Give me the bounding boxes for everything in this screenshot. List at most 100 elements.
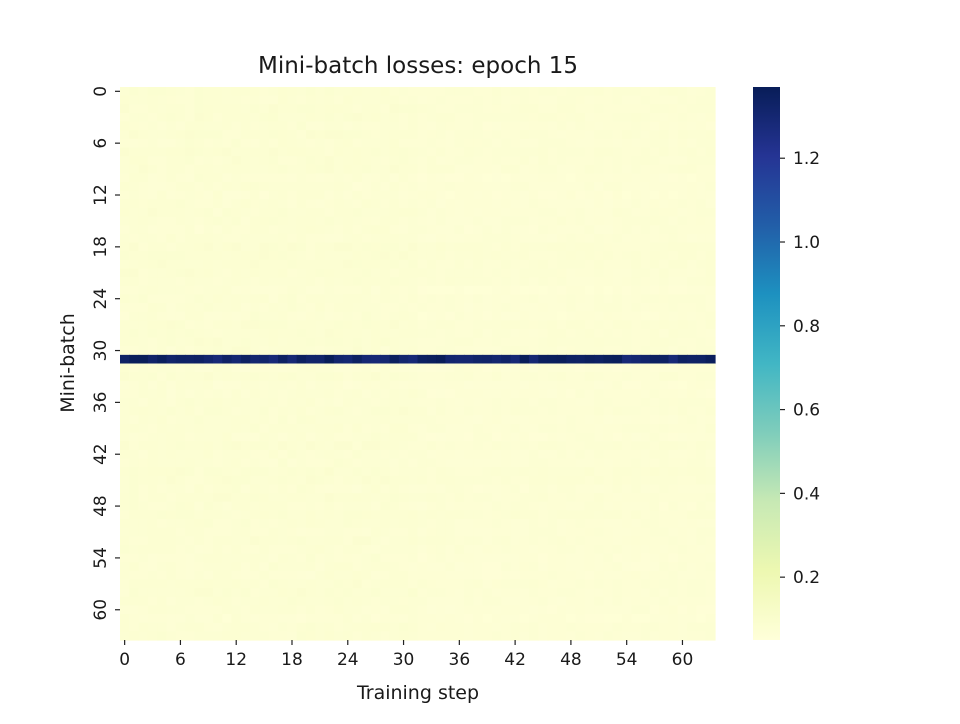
heatmap-cell xyxy=(305,207,316,218)
y-tick-label: 0 xyxy=(91,86,111,97)
heatmap-cell xyxy=(445,475,456,486)
heatmap-cell xyxy=(324,156,335,166)
heatmap-cell xyxy=(426,130,437,140)
heatmap-cell xyxy=(491,415,502,425)
heatmap-cell xyxy=(222,233,233,244)
heatmap-cell xyxy=(157,415,168,425)
heatmap-cell xyxy=(315,251,326,261)
heatmap-cell xyxy=(705,467,716,477)
heatmap-cell xyxy=(259,605,270,615)
heatmap-cell xyxy=(129,328,140,339)
heatmap-cell xyxy=(584,415,595,425)
heatmap-cell xyxy=(612,398,623,408)
heatmap-cell xyxy=(659,285,670,295)
heatmap-cell xyxy=(417,138,428,149)
heatmap-cell xyxy=(566,147,577,157)
heatmap-cell xyxy=(408,294,419,304)
heatmap-cell xyxy=(194,207,205,218)
heatmap-cell xyxy=(120,337,130,347)
heatmap-cell xyxy=(501,130,512,140)
heatmap-cell xyxy=(120,156,130,166)
heatmap-cell xyxy=(482,449,493,460)
heatmap-cell xyxy=(166,622,177,632)
heatmap-cell xyxy=(352,277,363,287)
heatmap-cell xyxy=(287,631,298,641)
heatmap-cell xyxy=(222,510,233,520)
heatmap-cell xyxy=(147,449,158,460)
heatmap-cell xyxy=(677,484,688,494)
heatmap-cell xyxy=(185,380,195,391)
heatmap-cell xyxy=(501,303,512,313)
heatmap-cell xyxy=(278,536,288,546)
heatmap-cell xyxy=(129,596,140,607)
heatmap-cell xyxy=(343,285,354,295)
heatmap-cell xyxy=(240,449,251,460)
heatmap-cell xyxy=(175,380,186,391)
heatmap-cell xyxy=(584,242,595,252)
heatmap-cell xyxy=(705,199,716,209)
heatmap-cell xyxy=(687,216,698,226)
heatmap-cell xyxy=(147,199,158,209)
heatmap-cell xyxy=(333,467,344,477)
heatmap-cell xyxy=(371,242,381,252)
heatmap-cell xyxy=(222,372,233,382)
heatmap-cell xyxy=(333,112,344,123)
heatmap-cell xyxy=(361,164,372,175)
heatmap-cell xyxy=(659,415,670,425)
heatmap-cell xyxy=(519,268,530,278)
heatmap-cell xyxy=(138,242,149,252)
heatmap-cell xyxy=(389,588,400,598)
heatmap-cell xyxy=(519,501,530,511)
heatmap-cell xyxy=(436,570,446,581)
heatmap-cell xyxy=(305,562,316,572)
heatmap-cell xyxy=(417,614,428,624)
heatmap-cell xyxy=(120,346,130,356)
heatmap-cell xyxy=(157,104,168,114)
heatmap-cell xyxy=(352,216,363,226)
heatmap-cell xyxy=(129,631,140,641)
heatmap-cell xyxy=(584,337,595,347)
heatmap-cell xyxy=(640,467,651,477)
heatmap-cell xyxy=(696,311,707,321)
heatmap-cell xyxy=(296,475,307,486)
heatmap-cell xyxy=(417,415,428,425)
heatmap-cell xyxy=(408,536,419,546)
heatmap-cell xyxy=(491,242,502,252)
heatmap-cell xyxy=(371,182,381,192)
heatmap-cell xyxy=(333,121,344,131)
heatmap-cell xyxy=(510,294,521,304)
heatmap-cell xyxy=(482,216,493,226)
heatmap-cell xyxy=(696,441,707,451)
heatmap-cell xyxy=(343,596,354,607)
heatmap-cell xyxy=(603,389,614,399)
heatmap-cell xyxy=(677,519,688,529)
heatmap-cell xyxy=(222,216,233,226)
heatmap-cell xyxy=(166,328,177,339)
heatmap-cell xyxy=(343,147,354,157)
heatmap-cell xyxy=(529,553,539,563)
heatmap-cell xyxy=(250,285,261,295)
heatmap-cell xyxy=(529,95,539,105)
heatmap-cell xyxy=(436,614,446,624)
heatmap-cell xyxy=(622,294,632,304)
heatmap-cell xyxy=(408,242,419,252)
heatmap-cell xyxy=(491,320,502,330)
heatmap-cell xyxy=(482,363,493,373)
heatmap-cell xyxy=(612,441,623,451)
heatmap-cell xyxy=(575,510,586,520)
heatmap-cell xyxy=(510,320,521,330)
heatmap-cell xyxy=(594,294,605,304)
heatmap-cell xyxy=(305,372,316,382)
heatmap-cell xyxy=(380,303,391,313)
heatmap-cell xyxy=(473,277,484,287)
heatmap-cell xyxy=(566,182,577,192)
heatmap-cell xyxy=(194,225,205,235)
heatmap-cell xyxy=(222,562,233,572)
heatmap-cell xyxy=(222,553,233,563)
heatmap-cell xyxy=(454,519,465,529)
heatmap-cell xyxy=(603,320,614,330)
heatmap-cell xyxy=(120,536,130,546)
y-tick-label: 54 xyxy=(91,547,111,569)
heatmap-cell xyxy=(268,458,279,468)
heatmap-cell xyxy=(594,475,605,486)
